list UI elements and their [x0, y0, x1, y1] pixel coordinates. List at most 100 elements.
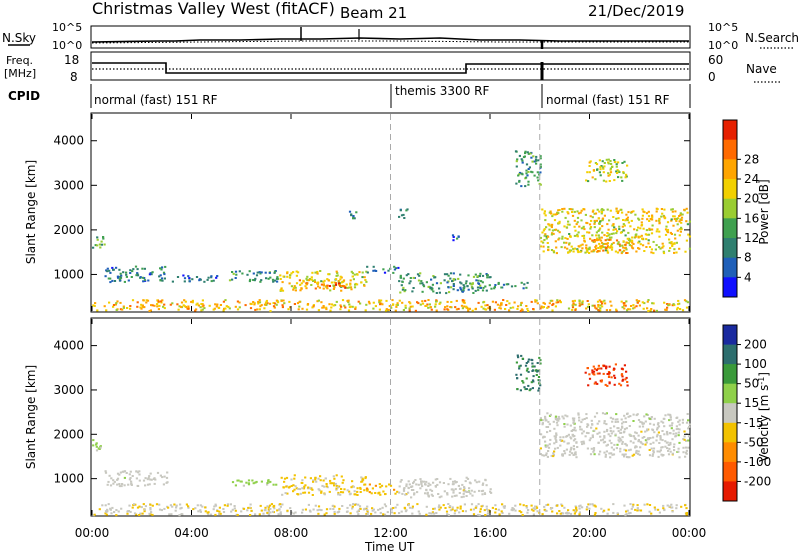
power-cell	[268, 302, 272, 305]
velocity-cell	[386, 511, 389, 514]
power-cell	[320, 283, 323, 286]
velocity-cell	[138, 505, 141, 508]
power-cell	[394, 309, 397, 312]
power-cell	[412, 287, 415, 289]
velocity-cell	[646, 438, 649, 441]
velocity-cell	[494, 504, 497, 507]
velocity-cell	[614, 363, 617, 366]
power-cell	[505, 304, 508, 306]
velocity-cell	[318, 508, 321, 511]
power-cell	[552, 302, 555, 305]
velocity-cell	[469, 492, 472, 495]
power-cell	[539, 163, 542, 166]
velocity-cell	[682, 446, 685, 449]
power-cell	[542, 250, 545, 253]
velocity-cell	[617, 439, 620, 442]
velocity-cell	[553, 427, 556, 430]
velocity-cell	[283, 477, 287, 480]
power-cell	[435, 299, 438, 302]
power-cell	[482, 307, 485, 310]
velocity-cell	[546, 444, 549, 447]
velocity-cell	[365, 512, 368, 515]
power-cell	[527, 310, 530, 312]
velocity-cell	[279, 503, 282, 506]
velocity-cell	[279, 513, 282, 515]
velocity-cell	[266, 482, 269, 484]
velocity-cell	[668, 505, 671, 508]
power-colorbar-swatch	[723, 179, 737, 200]
power-cell	[613, 159, 616, 161]
power-cell	[647, 299, 650, 301]
power-cell	[321, 306, 324, 309]
velocity-cell	[569, 424, 572, 427]
power-cell	[169, 303, 172, 306]
velocity-cell	[281, 493, 284, 496]
power-cell	[292, 288, 295, 291]
power-cell	[306, 279, 309, 282]
power-cell	[604, 239, 607, 242]
velocity-cell	[494, 511, 497, 514]
power-cell	[484, 304, 487, 307]
velocity-cell	[671, 438, 674, 441]
velocity-cell	[637, 439, 640, 441]
velocity-cell	[262, 512, 265, 515]
power-cell	[637, 226, 640, 229]
velocity-cell	[352, 503, 355, 505]
velocity-cell	[668, 432, 672, 435]
power-cell	[163, 303, 166, 306]
power-cell	[125, 275, 128, 278]
power-cell	[93, 305, 96, 307]
velocity-cell	[651, 453, 655, 456]
power-cell	[283, 302, 286, 305]
velocity-cell	[658, 450, 661, 453]
power-cell	[573, 299, 576, 302]
power-cell	[624, 304, 627, 307]
velocity-cell	[677, 447, 680, 450]
power-cell	[515, 165, 518, 168]
velocity-cell	[668, 413, 671, 416]
power-cell	[568, 249, 571, 252]
power-cell	[327, 279, 330, 282]
velocity-cell	[412, 480, 416, 483]
power-cell	[599, 304, 602, 307]
power-cell	[277, 301, 280, 304]
velocity-cell	[637, 450, 640, 453]
power-cell	[601, 166, 605, 169]
velocity-cell	[666, 433, 669, 436]
power-colorbar-tick-label: 12	[744, 231, 759, 245]
power-cell	[516, 158, 519, 161]
velocity-cell	[684, 451, 688, 454]
power-cell	[528, 166, 531, 169]
power-cell	[265, 277, 268, 280]
power-cell	[616, 251, 620, 254]
power-cell	[561, 210, 564, 213]
power-cell	[591, 210, 594, 213]
power-cell	[566, 237, 569, 240]
velocity-cell	[431, 511, 434, 514]
velocity-cell	[637, 440, 640, 443]
power-cell	[526, 281, 529, 284]
nsearch-tick-top: 10^5	[708, 21, 738, 34]
power-cell	[158, 275, 161, 278]
power-cell	[348, 286, 351, 289]
power-cell	[160, 301, 163, 304]
velocity-cell	[514, 509, 517, 512]
power-cell	[643, 250, 646, 252]
velocity-cell	[129, 510, 132, 513]
power-cell	[525, 176, 528, 179]
power-cell	[460, 282, 463, 285]
velocity-cell	[681, 421, 684, 424]
velocity-cell	[625, 370, 628, 373]
velocity-cell	[481, 483, 484, 486]
velocity-cell	[626, 384, 629, 387]
velocity-cell	[634, 431, 637, 434]
power-cell	[655, 244, 658, 247]
power-cell	[340, 289, 343, 292]
power-cell	[145, 301, 148, 304]
power-cell	[364, 279, 367, 281]
velocity-cell	[565, 435, 568, 438]
velocity-cell	[594, 505, 597, 508]
velocity-cell	[619, 450, 622, 453]
velocity-cell	[608, 365, 611, 368]
power-cell	[650, 251, 653, 254]
